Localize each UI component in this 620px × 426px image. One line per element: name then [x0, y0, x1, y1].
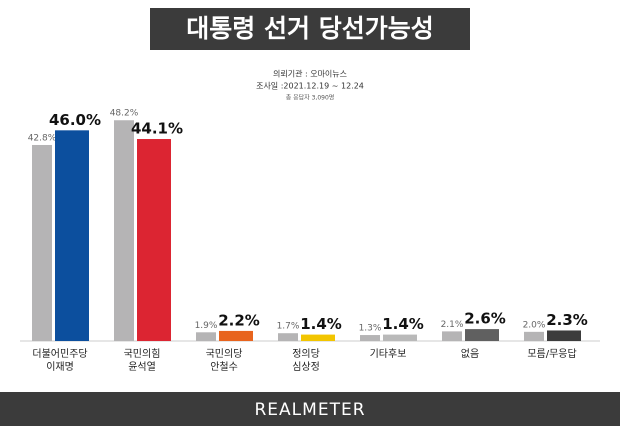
value-label: 2.0% — [523, 320, 546, 330]
x-tick-label: 국민의당 안철수 — [205, 349, 243, 373]
value-label: 1.7% — [277, 322, 300, 332]
bar — [278, 333, 298, 341]
note: 의뢰기관 : 오마이뉴스 — [273, 69, 347, 79]
bar — [442, 331, 462, 341]
value-label: 42.8% — [28, 133, 57, 143]
bar — [547, 330, 581, 341]
footer-logo: REALMETER — [255, 400, 366, 420]
note: 조사일 :2021.12.19 ~ 12.24 — [256, 82, 364, 91]
x-tick-label: 없음 — [460, 349, 480, 360]
value-label: 46.0% — [49, 111, 101, 129]
bar — [301, 334, 335, 341]
value-label: 1.4% — [300, 315, 342, 333]
title-box — [150, 8, 470, 50]
value-label: 1.3% — [359, 324, 382, 334]
x-tick-label: 모름/무응답 — [527, 349, 577, 360]
bar — [360, 335, 380, 341]
bar — [383, 334, 417, 341]
chart-title: 대통령 선거 당선가능성 — [186, 14, 433, 43]
bar — [114, 120, 134, 341]
value-label: 48.2% — [110, 109, 139, 119]
footer-bar — [0, 392, 620, 426]
bar — [55, 130, 89, 341]
value-label: 44.1% — [131, 120, 183, 138]
bar — [196, 332, 216, 341]
bar — [137, 139, 171, 341]
x-tick-label: 국민의힘 윤석열 — [123, 349, 161, 373]
bar — [219, 330, 253, 341]
value-label: 2.3% — [546, 311, 588, 329]
x-tick-label: 정의당 심상정 — [292, 349, 320, 373]
bar — [32, 144, 52, 341]
bar — [465, 329, 499, 341]
x-tick-label: 기타후보 — [369, 349, 407, 360]
value-label: 2.2% — [218, 311, 260, 329]
x-tick-label: 더불어민주당 이재명 — [32, 349, 88, 373]
bar — [524, 331, 544, 341]
value-label: 1.9% — [195, 321, 218, 331]
note: 총 응답자 3,090명 — [286, 94, 335, 102]
value-label: 2.6% — [464, 310, 506, 328]
value-label: 1.4% — [382, 315, 424, 333]
value-label: 2.1% — [441, 320, 464, 330]
